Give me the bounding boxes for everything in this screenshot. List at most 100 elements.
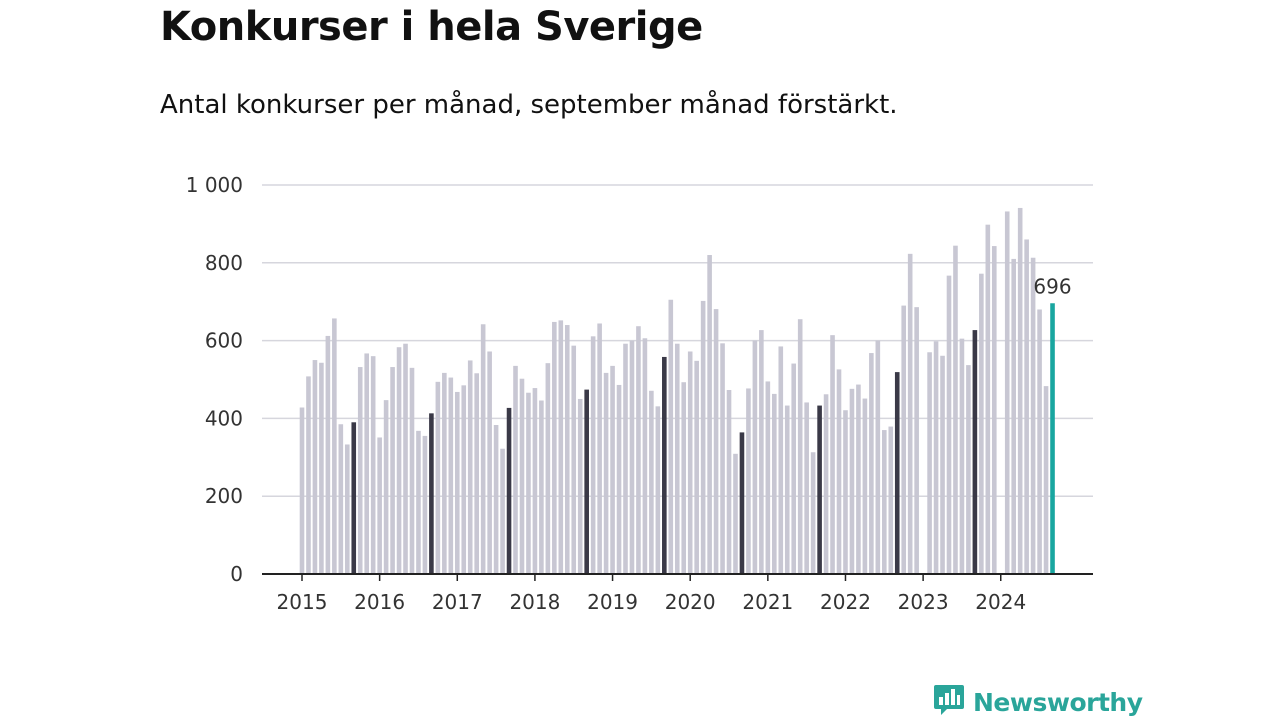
bar [500, 448, 505, 574]
brand-name: Newsworthy [973, 687, 1143, 717]
bar [545, 363, 551, 574]
bar [312, 360, 318, 574]
bar [558, 320, 564, 574]
bar [539, 400, 544, 574]
bar [914, 307, 919, 574]
bar [461, 385, 467, 574]
bar [435, 381, 441, 574]
bar [1030, 257, 1036, 574]
bar [377, 437, 382, 574]
bar [319, 362, 324, 574]
bar [642, 338, 648, 574]
bar [991, 246, 997, 574]
bar [726, 390, 732, 574]
x-tick-label: 2022 [820, 590, 871, 614]
bar [603, 372, 609, 574]
bar [442, 372, 447, 574]
bar [590, 336, 596, 574]
bar [875, 340, 881, 574]
x-tick-label: 2021 [742, 590, 793, 614]
bar [370, 356, 376, 574]
bar [487, 351, 492, 574]
latest-bar [1050, 303, 1055, 574]
bar [733, 453, 738, 574]
bar [403, 343, 408, 574]
bar [739, 432, 745, 574]
bar [746, 388, 751, 574]
brand-logo[interactable]: Newsworthy [933, 683, 1143, 721]
bar [765, 381, 771, 574]
x-tick-label: 2018 [509, 590, 560, 614]
bar [467, 360, 473, 574]
bar [843, 410, 848, 574]
bar [907, 253, 913, 574]
bar [668, 299, 674, 574]
bar [817, 405, 822, 574]
bar [694, 360, 699, 574]
bar [306, 376, 311, 574]
bar [480, 324, 486, 574]
bar [416, 430, 421, 574]
bar [299, 407, 305, 574]
bar [894, 372, 900, 574]
bar [571, 345, 577, 574]
bar [357, 367, 363, 574]
bar [707, 255, 712, 574]
bar [1024, 239, 1029, 574]
newsworthy-logo-icon [933, 683, 965, 721]
bar [519, 378, 525, 574]
bar [953, 245, 958, 574]
y-tick-label: 800 [205, 251, 243, 275]
bar [448, 377, 454, 574]
chart-subtitle: Antal konkurser per månad, september mån… [160, 90, 898, 120]
y-tick-label: 600 [205, 329, 243, 353]
x-tick-label: 2024 [975, 590, 1026, 614]
y-tick-label: 1 000 [186, 173, 243, 197]
bar [869, 353, 874, 574]
bar [409, 367, 415, 574]
x-tick-label: 2017 [432, 590, 483, 614]
bar [493, 425, 499, 574]
bar [1037, 309, 1042, 574]
x-tick-label: 2016 [354, 590, 405, 614]
bar [629, 340, 635, 574]
bar [856, 384, 861, 574]
bar [325, 335, 331, 574]
bar [823, 394, 829, 574]
bar [674, 343, 680, 574]
bar [364, 353, 369, 574]
bar [791, 363, 797, 574]
bar [804, 402, 809, 574]
bar [383, 400, 389, 574]
bar [979, 273, 984, 574]
bar [927, 352, 932, 574]
bar [1004, 211, 1010, 574]
x-tick-label: 2023 [898, 590, 949, 614]
bar [610, 365, 615, 574]
chart-title: Konkurser i hela Sverige [160, 4, 703, 50]
bar [577, 398, 583, 574]
y-tick-label: 0 [230, 562, 243, 586]
bar [720, 343, 725, 574]
bar [901, 305, 907, 574]
bar [862, 398, 868, 574]
bar [784, 405, 790, 574]
bar [390, 367, 395, 574]
bar [959, 338, 965, 574]
bar [778, 346, 784, 574]
bar [1043, 386, 1049, 574]
bar [597, 323, 602, 574]
bar [506, 407, 512, 574]
bar [810, 452, 816, 574]
bar [429, 413, 434, 574]
bar [849, 388, 855, 574]
bar [797, 319, 803, 574]
bar [966, 365, 971, 574]
y-tick-label: 200 [205, 484, 243, 508]
bar [1017, 207, 1023, 574]
latest-value-label: 696 [1033, 274, 1071, 298]
bar [616, 384, 622, 574]
bar [532, 388, 538, 574]
bar [623, 343, 628, 574]
